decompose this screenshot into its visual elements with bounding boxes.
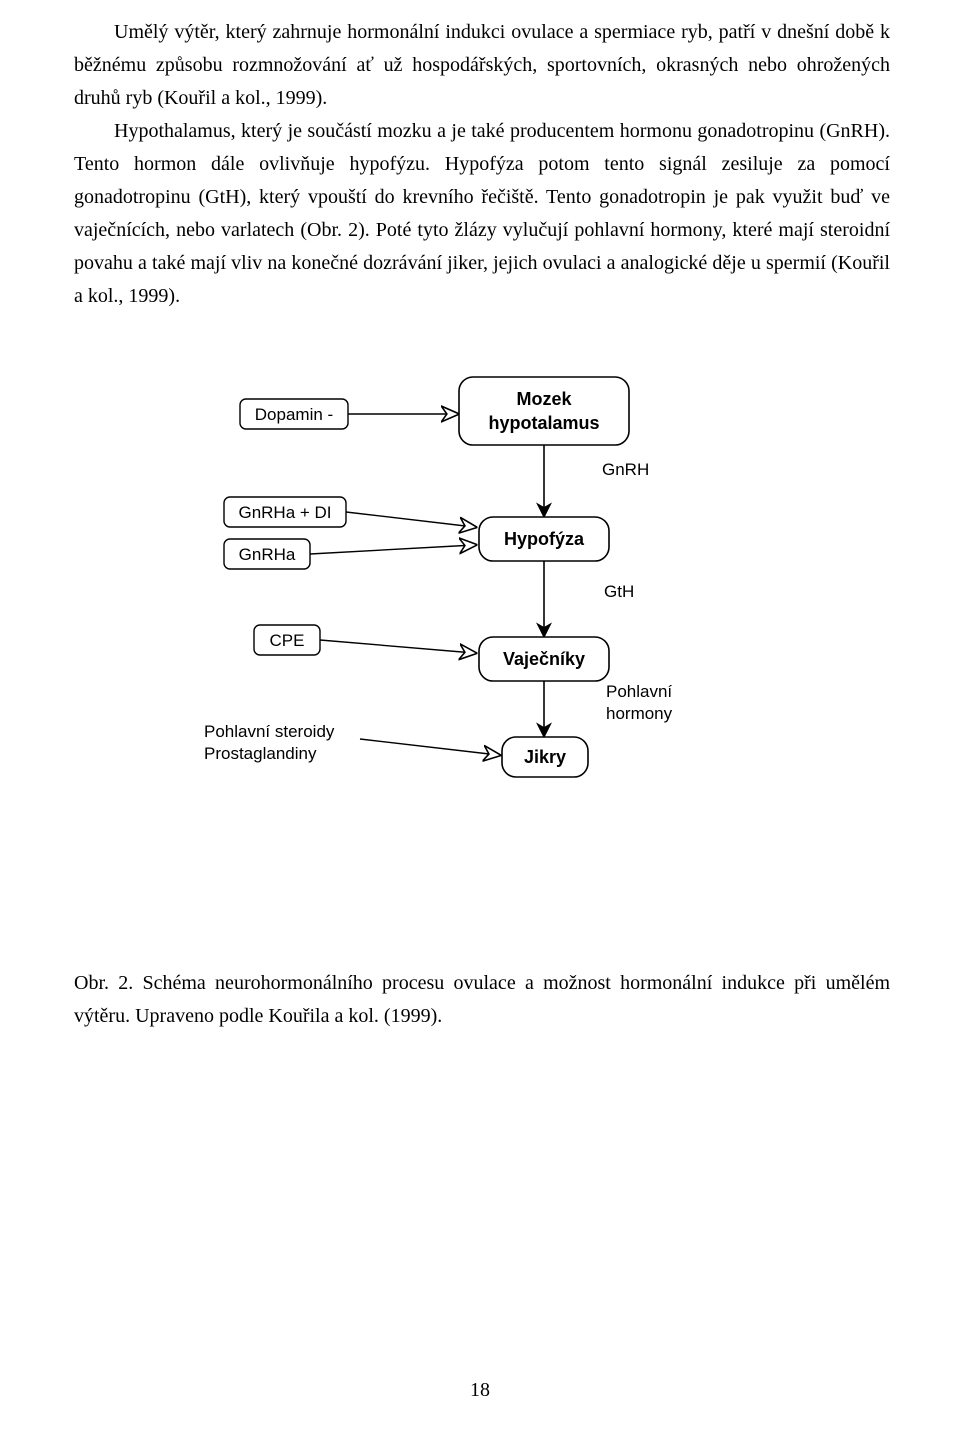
node-vajecniky-label: Vaječníky <box>503 649 585 669</box>
node-mozek <box>459 377 629 445</box>
input-cpe-label: CPE <box>270 631 305 650</box>
arrow-cpe <box>320 640 474 653</box>
label-pohlavni-1: Pohlavní <box>606 682 672 701</box>
paragraph-1: Umělý výtěr, který zahrnuje hormonální i… <box>74 16 890 115</box>
figure-caption: Obr. 2. Schéma neurohormonálního procesu… <box>74 967 890 1033</box>
node-mozek-label1: Mozek <box>516 389 572 409</box>
node-jikry-label: Jikry <box>524 747 566 767</box>
diagram: Mozek hypotalamus GnRH Hypofýza GtH Vaje… <box>204 367 744 847</box>
label-gth: GtH <box>604 582 634 601</box>
input-gnrha-di-label: GnRHa + DI <box>238 503 331 522</box>
input-gnrha-label: GnRHa <box>239 545 296 564</box>
input-dopamin-label: Dopamin - <box>255 405 333 424</box>
arrow-gnrha <box>310 545 474 554</box>
label-pohlavni-2: hormony <box>606 704 673 723</box>
label-gnrh: GnRH <box>602 460 649 479</box>
paragraph-2: Hypothalamus, který je součástí mozku a … <box>74 115 890 313</box>
input-pohlavni-1: Pohlavní steroidy <box>204 722 335 741</box>
page: Umělý výtěr, který zahrnuje hormonální i… <box>0 0 960 1430</box>
arrow-pohlavni <box>360 739 498 755</box>
node-hypofyza-label: Hypofýza <box>504 529 585 549</box>
node-mozek-label2: hypotalamus <box>488 413 599 433</box>
input-pohlavni-2: Prostaglandiny <box>204 744 317 763</box>
page-number: 18 <box>0 1379 960 1402</box>
arrow-gnrha-di <box>346 512 474 527</box>
